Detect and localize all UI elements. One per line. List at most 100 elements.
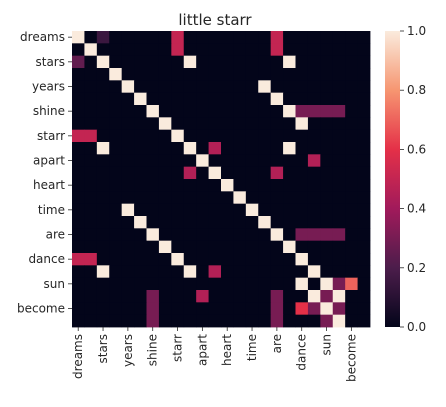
heatmap-cell (72, 191, 85, 205)
heatmap-cell (295, 92, 309, 106)
heatmap-cell (84, 92, 98, 106)
heatmap-cell (208, 253, 222, 266)
x-tick-label: become (344, 334, 358, 382)
heatmap-cell (146, 203, 160, 217)
heatmap-cell (270, 80, 284, 94)
heatmap-cell (320, 117, 334, 131)
heatmap-cell (233, 142, 247, 155)
heatmap-cell (221, 277, 234, 291)
heatmap-cell (357, 240, 371, 254)
heatmap-cell (121, 302, 135, 316)
heatmap-cell (307, 290, 321, 303)
heatmap-cell (245, 55, 259, 69)
heatmap-cell (245, 154, 259, 168)
heatmap-cell (134, 154, 147, 168)
heatmap-cell (221, 253, 234, 266)
heatmap-cell (320, 216, 334, 229)
heatmap-cell (72, 142, 85, 155)
heatmap-cell (345, 240, 358, 254)
heatmap-cell (221, 142, 234, 155)
heatmap-cell (208, 80, 222, 94)
heatmap-cell (295, 117, 309, 131)
heatmap-cell (109, 277, 123, 291)
heatmap-cell (146, 265, 160, 279)
heatmap-cell (208, 129, 222, 143)
heatmap-cell (196, 253, 209, 266)
heatmap-cell (171, 117, 185, 131)
heatmap-cell (221, 302, 234, 316)
heatmap-cell (196, 265, 209, 279)
heatmap-cell (295, 203, 309, 217)
heatmap-cell (270, 216, 284, 229)
heatmap-cell (84, 203, 98, 217)
heatmap-cell (109, 265, 123, 279)
heatmap-cell (295, 142, 309, 155)
heatmap-cell (357, 154, 371, 168)
heatmap-cell (320, 31, 334, 44)
heatmap-cell (121, 92, 135, 106)
colorbar-tick-label: 0.4 (407, 202, 426, 216)
heatmap-cell (332, 179, 346, 192)
heatmap-cell (158, 203, 172, 217)
heatmap-cell (158, 314, 172, 328)
heatmap-cell (84, 290, 98, 303)
heatmap-cell (72, 216, 85, 229)
heatmap-cell (183, 154, 197, 168)
heatmap-cell (221, 240, 234, 254)
heatmap-cell (96, 290, 110, 303)
heatmap-cell (208, 277, 222, 291)
heatmap-cell (307, 240, 321, 254)
heatmap-cell (84, 68, 98, 81)
heatmap-cell (307, 253, 321, 266)
heatmap-cell (345, 68, 358, 81)
heatmap-cell (208, 92, 222, 106)
heatmap-cell (72, 92, 85, 106)
y-tick-label: apart (33, 154, 65, 168)
heatmap-cell (196, 105, 209, 118)
heatmap-cell (245, 43, 259, 57)
heatmap-cell (221, 129, 234, 143)
heatmap-cell (183, 191, 197, 205)
y-tick-label: dreams (20, 30, 65, 44)
heatmap-cell (146, 154, 160, 168)
heatmap-cell (357, 253, 371, 266)
heatmap-cell (357, 43, 371, 57)
heatmap-cell (196, 80, 209, 94)
heatmap-cell (196, 240, 209, 254)
heatmap-cell (221, 216, 234, 229)
heatmap-cell (84, 191, 98, 205)
y-axis-labels: dreams stars years shine starr apart heart time… (17, 30, 72, 316)
heatmap-cell (283, 55, 296, 69)
heatmap-cell (320, 265, 334, 279)
heatmap-cell (357, 55, 371, 69)
heatmap-cell (183, 105, 197, 118)
heatmap-cell (84, 117, 98, 131)
colorbar: 0.0 0.2 0.4 0.6 0.8 1.0 (385, 24, 426, 334)
heatmap-cell (109, 55, 123, 69)
heatmap-cell (208, 314, 222, 328)
heatmap-cell (221, 203, 234, 217)
heatmap-cell (84, 154, 98, 168)
heatmap-cell (245, 203, 259, 217)
heatmap-cell (196, 142, 209, 155)
heatmap-cell (245, 117, 259, 131)
heatmap-cell (307, 92, 321, 106)
heatmap-cell (208, 68, 222, 81)
heatmap-cell (332, 216, 346, 229)
heatmap-cell (357, 290, 371, 303)
heatmap-cell (332, 277, 346, 291)
heatmap-cell (283, 253, 296, 266)
heatmap-cell (233, 228, 247, 242)
heatmap-cell (96, 68, 110, 81)
heatmap-cell (134, 216, 147, 229)
heatmap-cell (307, 166, 321, 180)
heatmap-cell (158, 80, 172, 94)
heatmap-cell (357, 129, 371, 143)
heatmap-cell (270, 154, 284, 168)
heatmap-cell (96, 191, 110, 205)
heatmap-cell (307, 228, 321, 242)
heatmap-cell (183, 117, 197, 131)
heatmap-cell (245, 92, 259, 106)
heatmap-cell (158, 142, 172, 155)
heatmap-cell (196, 191, 209, 205)
